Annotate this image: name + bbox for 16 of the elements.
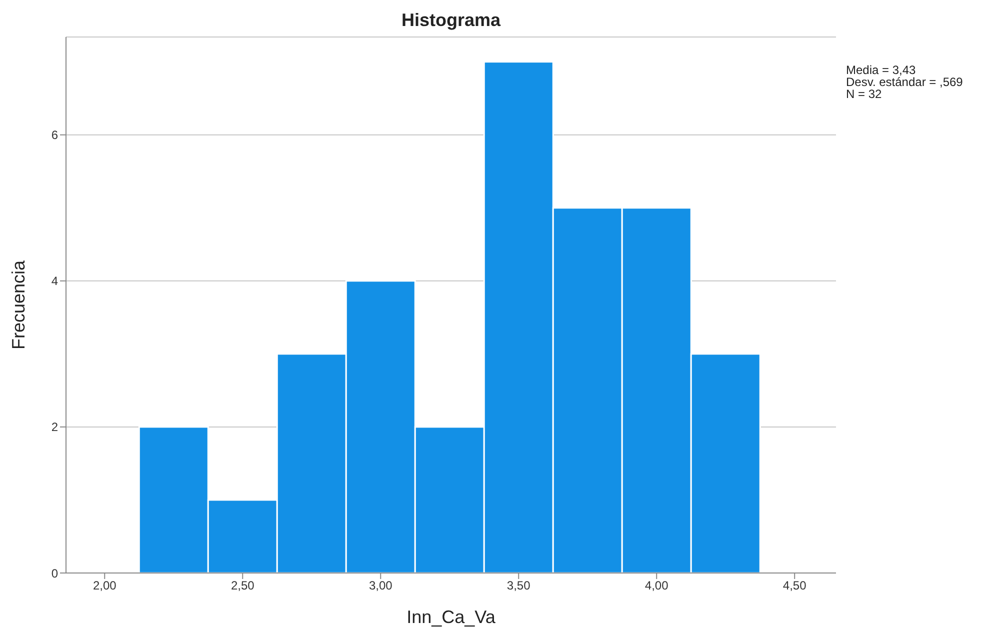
y-tick-label: 0 [51, 566, 58, 580]
x-tick-label: 4,50 [782, 578, 807, 593]
x-axis-title: Inn_Ca_Va [406, 607, 496, 627]
text: N = 32 [846, 87, 883, 101]
chart-title: Histograma [400, 10, 502, 31]
x-tick-label: 2,00 [92, 578, 117, 593]
y-tick-label: 6 [51, 128, 58, 142]
x-tick-label: 3,50 [506, 578, 531, 593]
text: Desv. estándar = ,569 [846, 75, 963, 89]
text: Media = 3,43 [846, 63, 917, 77]
y-tick-label: 4 [51, 274, 58, 288]
y-axis-title: Frecuencia [8, 259, 28, 350]
x-tick-label: 3,00 [368, 578, 393, 593]
x-tick-label: 2,50 [230, 578, 255, 593]
y-tick-label: 2 [51, 420, 58, 434]
x-tick-label: 4,00 [644, 578, 669, 593]
